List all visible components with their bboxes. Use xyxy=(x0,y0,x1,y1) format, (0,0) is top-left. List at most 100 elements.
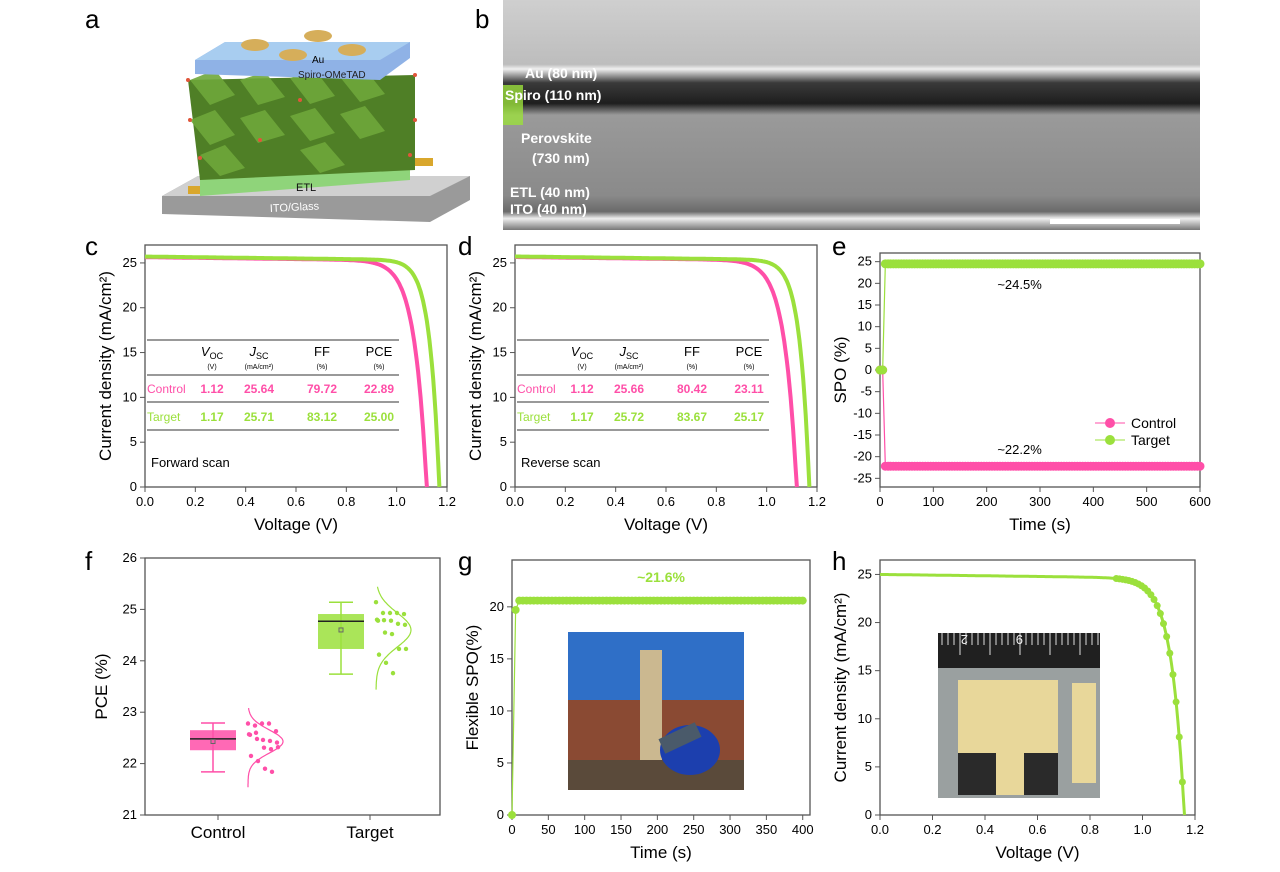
table-cell: 25.66 xyxy=(614,382,644,396)
data-point xyxy=(390,670,396,676)
y-axis-label: Flexible SPO(%) xyxy=(463,625,482,751)
x-tick-label: 250 xyxy=(683,822,705,837)
x-tick-label: 150 xyxy=(610,822,632,837)
chart-d: 0.0 0.2 0.4 0.6 0.8 1.0 1.2 0 5 10 15 20 25 Voltage (… xyxy=(466,244,826,534)
table-cell: 83.12 xyxy=(307,410,337,424)
table-unit: (V) xyxy=(207,364,216,371)
spiro-label: Spiro-OMeTAD xyxy=(298,70,366,81)
table-cell: 1.17 xyxy=(570,410,594,424)
y-tick-label: 25 xyxy=(858,566,872,581)
x-tick-label: 0.0 xyxy=(136,494,154,509)
data-point xyxy=(255,758,261,764)
y-tick-label: 0 xyxy=(865,807,872,822)
y-tick-label: 10 xyxy=(493,389,507,404)
y-tick-label: -5 xyxy=(860,384,872,399)
y-tick-label: 25 xyxy=(493,255,507,270)
panel-label-f: f xyxy=(85,546,93,576)
spo-annotation: ~22.2% xyxy=(997,442,1042,457)
table-cell: 25.17 xyxy=(734,410,764,424)
sem-image xyxy=(503,0,1200,230)
x-axis-label: Time (s) xyxy=(1009,515,1071,534)
legend-marker-target xyxy=(1105,435,1115,445)
jv-point xyxy=(1175,733,1183,741)
data-point xyxy=(387,610,393,616)
x-tick-label: 300 xyxy=(719,822,741,837)
x-tick-label: 0.6 xyxy=(657,494,675,509)
legend-label: Target xyxy=(1131,432,1170,448)
panel-label-e: e xyxy=(832,231,846,261)
data-point xyxy=(382,630,388,635)
data-point xyxy=(267,738,273,744)
x-tick-label: 300 xyxy=(1029,494,1051,509)
table-cell: 25.00 xyxy=(364,410,394,424)
jv-point xyxy=(1169,671,1177,679)
contact-right xyxy=(405,158,433,166)
x-tick-label: 0.6 xyxy=(287,494,305,509)
jv-curve-target xyxy=(145,254,442,488)
x-tick-label: 500 xyxy=(1136,494,1158,509)
data-point xyxy=(260,737,266,743)
photo-column xyxy=(640,650,662,780)
jv-point xyxy=(1156,610,1164,618)
x-tick-label: 200 xyxy=(976,494,998,509)
x-axis-label: Time (s) xyxy=(630,843,692,862)
photo-ruler xyxy=(938,633,1100,668)
sem-label-spiro: Spiro (110 nm) xyxy=(505,87,601,103)
panel-label-c: c xyxy=(85,231,98,261)
plot-frame xyxy=(514,244,818,488)
data-point xyxy=(380,610,386,616)
table-header: VOC xyxy=(201,344,224,361)
x-tick-label: 400 xyxy=(792,822,814,837)
y-tick-label: 25 xyxy=(123,255,137,270)
y-tick-label: -15 xyxy=(853,427,872,442)
x-tick-label: 0.0 xyxy=(506,494,524,509)
table-cell: 25.64 xyxy=(244,382,274,396)
y-tick-label: 0 xyxy=(497,807,504,822)
y-axis-label: PCE (%) xyxy=(92,653,111,719)
y-tick-label: -10 xyxy=(853,405,872,420)
y-tick-label: 0 xyxy=(130,479,137,494)
au-label: Au xyxy=(312,55,324,66)
x-tick-label: 1.0 xyxy=(388,494,406,509)
data-point xyxy=(261,745,267,750)
panel-label-b: b xyxy=(475,4,489,34)
panel-label-d: d xyxy=(458,231,472,261)
mean-marker xyxy=(338,627,344,633)
y-tick-label: 0 xyxy=(500,479,507,494)
x-tick-label: 1.0 xyxy=(1133,822,1151,837)
x-tick-label: 0 xyxy=(876,494,883,509)
x-tick-label: 1.2 xyxy=(808,494,826,509)
sem-label-perovskite-thickness: (730 nm) xyxy=(532,150,590,166)
panel-label-g: g xyxy=(458,546,472,576)
distribution-curve xyxy=(375,586,412,690)
y-tick-label: 15 xyxy=(490,651,504,666)
table-header: VOC xyxy=(571,344,594,361)
data-point xyxy=(247,732,253,738)
data-point xyxy=(373,600,379,605)
data-point xyxy=(376,652,382,657)
data-point xyxy=(262,766,268,771)
jv-point xyxy=(1160,620,1167,628)
y-axis-label: Current density (mA/cm²) xyxy=(831,593,850,783)
x-tick-label: 0.8 xyxy=(337,494,355,509)
ruler-label: 9 xyxy=(1016,632,1023,647)
x-category-label: Target xyxy=(346,823,394,842)
au-electrode xyxy=(279,49,307,61)
table-header: PCE xyxy=(736,344,763,359)
jv-point xyxy=(1150,596,1158,604)
spo-annotation: ~24.5% xyxy=(997,277,1042,292)
table-unit: (mA/cm²) xyxy=(245,364,274,371)
x-tick-label: 1.0 xyxy=(758,494,776,509)
y-tick-label: 20 xyxy=(858,275,872,290)
sem-label-ito: ITO (40 nm) xyxy=(510,201,587,217)
table-cell: 1.17 xyxy=(200,410,224,424)
chart-e: 0 100 200 300 400 500 600 -25 -20 -15 -10 -5 0 5 10 15 2… xyxy=(831,252,1211,534)
jv-point xyxy=(1153,602,1161,610)
data-point xyxy=(245,721,251,726)
x-tick-label: 400 xyxy=(1082,494,1104,509)
x-tick-label: 0.0 xyxy=(871,822,889,837)
table-header: FF xyxy=(314,344,330,359)
au-electrode xyxy=(241,39,269,51)
